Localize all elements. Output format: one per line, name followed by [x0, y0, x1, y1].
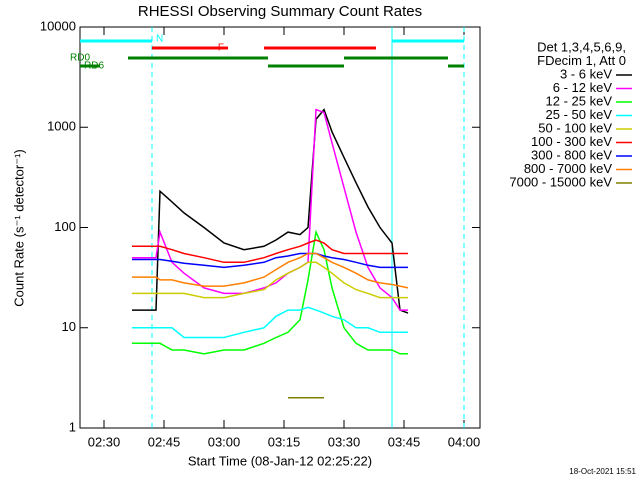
x-tick-label: 04:00: [448, 434, 481, 449]
x-tick-label: 02:45: [148, 434, 181, 449]
series-line: [132, 306, 408, 339]
flag-label: N: [156, 34, 163, 45]
series-line: [132, 229, 408, 355]
series-line: [132, 239, 408, 264]
legend-title: FDecim 1, Att 0: [537, 53, 626, 68]
series-line: [132, 261, 408, 299]
x-axis-label: Start Time (08-Jan-12 02:25:22): [188, 453, 372, 468]
y-tick-label: 1000: [47, 119, 76, 134]
legend-label: 12 - 25 keV: [546, 93, 613, 108]
series-line: [132, 252, 409, 289]
y-tick-label: 10: [62, 319, 76, 334]
legend-label: 800 - 7000 keV: [524, 161, 613, 176]
series-line: [132, 108, 409, 314]
x-tick-label: 03:45: [388, 434, 421, 449]
legend-label: 3 - 6 keV: [560, 66, 612, 81]
y-tick-label: 100: [54, 219, 76, 234]
x-tick-label: 03:30: [328, 434, 361, 449]
legend-label: 7000 - 15000 keV: [509, 174, 612, 189]
legend-label: 6 - 12 keV: [553, 80, 613, 95]
legend-label: 300 - 800 keV: [531, 147, 612, 162]
series-line: [132, 252, 408, 269]
y-axis-label: Count Rate (s⁻¹ detector⁻¹): [11, 149, 26, 307]
flag-label: RD0: [70, 53, 90, 64]
flag-label: RD6: [84, 61, 104, 72]
legend-label: 100 - 300 keV: [531, 134, 612, 149]
chart-title: RHESSI Observing Summary Count Rates: [138, 3, 422, 20]
plot-frame: [79, 26, 481, 429]
x-tick-label: 03:15: [268, 434, 301, 449]
legend-label: 50 - 100 keV: [538, 120, 612, 135]
flag-label: F: [218, 43, 224, 54]
y-tick-label: 1: [69, 419, 76, 434]
footer: 18-Oct-2021 15:51: [569, 467, 636, 476]
x-tick-label: 03:00: [208, 434, 241, 449]
legend-title: Det 1,3,4,5,6,9,: [537, 39, 626, 54]
x-tick-label: 02:30: [88, 434, 121, 449]
legend-label: 25 - 50 keV: [546, 107, 613, 122]
y-tick-label: 10000: [40, 18, 76, 33]
